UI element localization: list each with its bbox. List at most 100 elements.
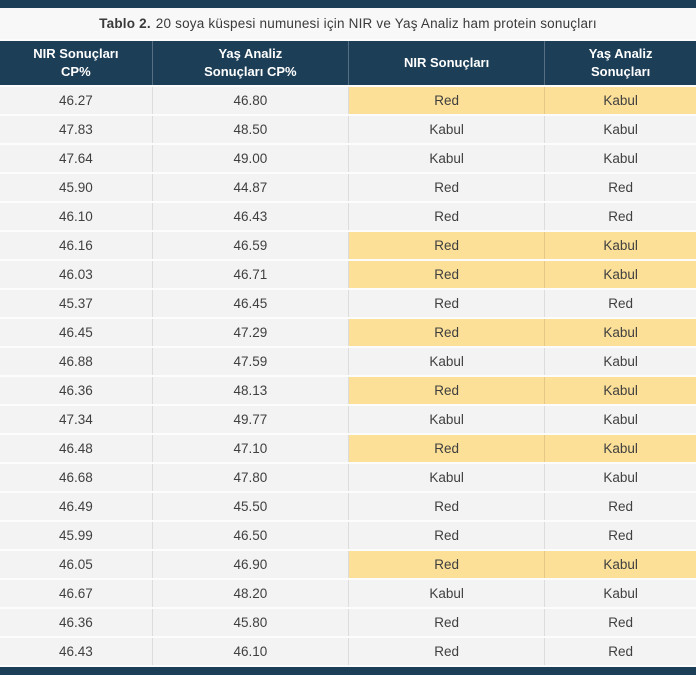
table-row: 45.37 46.45 Red Red — [0, 290, 696, 317]
nir-cp-cell: 46.67 — [0, 580, 152, 607]
nir-result-cell: Kabul — [347, 145, 545, 172]
nir-cp-cell: 47.64 — [0, 145, 152, 172]
wet-cp-cell: 46.43 — [151, 203, 348, 230]
nir-cp-cell: 45.37 — [0, 290, 152, 317]
wet-cp-cell: 44.87 — [151, 174, 348, 201]
table-row: 46.16 46.59 Red Kabul — [0, 232, 696, 259]
nir-cp-cell: 46.45 — [0, 319, 152, 346]
header-row: NIR Sonuçları CP% Yaş Analiz Sonuçları CP%… — [0, 41, 696, 85]
nir-cp-cell: 46.48 — [0, 435, 152, 462]
nir-result-cell: Kabul — [347, 116, 545, 143]
nir-cp-cell: 47.34 — [0, 406, 152, 433]
wet-result-cell: Red — [544, 522, 696, 549]
table-title-label: Tablo 2. — [99, 16, 151, 31]
table-row: 46.03 46.71 Red Kabul — [0, 261, 696, 288]
nir-cp-cell: 46.36 — [0, 609, 152, 636]
wet-cp-cell: 48.20 — [151, 580, 348, 607]
wet-result-cell: Kabul — [544, 464, 696, 491]
wet-result-cell: Kabul — [544, 319, 696, 346]
wet-result-cell: Kabul — [544, 348, 696, 375]
wet-cp-cell: 47.80 — [151, 464, 348, 491]
table-row: 46.27 46.80 Red Kabul — [0, 87, 696, 114]
table-row: 46.10 46.43 Red Red — [0, 203, 696, 230]
results-table: NIR Sonuçları CP% Yaş Analiz Sonuçları CP%… — [0, 39, 696, 667]
nir-result-cell: Red — [347, 522, 545, 549]
nir-result-cell: Red — [347, 87, 545, 114]
wet-result-cell: Red — [544, 493, 696, 520]
wet-cp-cell: 45.50 — [151, 493, 348, 520]
wet-cp-cell: 46.59 — [151, 232, 348, 259]
wet-result-cell: Kabul — [544, 580, 696, 607]
nir-result-cell: Red — [347, 203, 545, 230]
column-header-nir-cp: NIR Sonuçları CP% — [0, 41, 152, 85]
nir-cp-cell: 46.36 — [0, 377, 152, 404]
wet-result-cell: Kabul — [544, 435, 696, 462]
wet-result-cell: Kabul — [544, 87, 696, 114]
table-row: 46.05 46.90 Red Kabul — [0, 551, 696, 578]
table-row: 46.48 47.10 Red Kabul — [0, 435, 696, 462]
column-header-line: CP% — [61, 64, 91, 79]
nir-cp-cell: 46.88 — [0, 348, 152, 375]
nir-result-cell: Kabul — [347, 580, 545, 607]
nir-result-cell: Red — [347, 638, 545, 665]
nir-result-cell: Red — [347, 290, 545, 317]
nir-result-cell: Red — [347, 493, 545, 520]
wet-cp-cell: 49.77 — [151, 406, 348, 433]
table-title-text: 20 soya küspesi numunesi için NIR ve Yaş… — [155, 16, 597, 31]
table-row: 46.43 46.10 Red Red — [0, 638, 696, 665]
wet-cp-cell: 47.29 — [151, 319, 348, 346]
nir-cp-cell: 46.43 — [0, 638, 152, 665]
nir-result-cell: Red — [347, 435, 545, 462]
nir-result-cell: Red — [347, 261, 545, 288]
wet-result-cell: Red — [544, 203, 696, 230]
wet-result-cell: Red — [544, 609, 696, 636]
wet-cp-cell: 46.80 — [151, 87, 348, 114]
column-header-line: Sonuçları — [591, 64, 651, 79]
table-row: 46.49 45.50 Red Red — [0, 493, 696, 520]
nir-result-cell: Kabul — [347, 464, 545, 491]
nir-cp-cell: 46.68 — [0, 464, 152, 491]
table-row: 46.36 45.80 Red Red — [0, 609, 696, 636]
wet-result-cell: Kabul — [544, 261, 696, 288]
column-header-nir-result: NIR Sonuçları — [347, 41, 545, 85]
column-header-wet-cp: Yaş Analiz Sonuçları CP% — [151, 41, 348, 85]
table-row: 46.36 48.13 Red Kabul — [0, 377, 696, 404]
nir-cp-cell: 45.90 — [0, 174, 152, 201]
column-header-line: Yaş Analiz — [588, 45, 653, 61]
wet-cp-cell: 49.00 — [151, 145, 348, 172]
nir-cp-cell: 47.83 — [0, 116, 152, 143]
nir-result-cell: Red — [347, 319, 545, 346]
table-row: 46.68 47.80 Kabul Kabul — [0, 464, 696, 491]
nir-result-cell: Red — [347, 232, 545, 259]
nir-cp-cell: 46.27 — [0, 87, 152, 114]
nir-cp-cell: 46.03 — [0, 261, 152, 288]
nir-result-cell: Red — [347, 551, 545, 578]
table-row: 47.64 49.00 Kabul Kabul — [0, 145, 696, 172]
column-header-line: Yaş Analiz — [218, 45, 283, 61]
nir-cp-cell: 46.05 — [0, 551, 152, 578]
table-row: 45.99 46.50 Red Red — [0, 522, 696, 549]
nir-cp-cell: 46.49 — [0, 493, 152, 520]
table-row: 45.90 44.87 Red Red — [0, 174, 696, 201]
top-accent-bar — [0, 0, 696, 8]
table-row: 46.45 47.29 Red Kabul — [0, 319, 696, 346]
nir-result-cell: Kabul — [347, 406, 545, 433]
wet-result-cell: Kabul — [544, 406, 696, 433]
nir-cp-cell: 46.10 — [0, 203, 152, 230]
wet-cp-cell: 48.13 — [151, 377, 348, 404]
nir-result-cell: Red — [347, 174, 545, 201]
wet-cp-cell: 46.10 — [151, 638, 348, 665]
table-title: Tablo 2. 20 soya küspesi numunesi için N… — [0, 8, 696, 39]
wet-cp-cell: 47.10 — [151, 435, 348, 462]
wet-cp-cell: 46.50 — [151, 522, 348, 549]
nir-result-cell: Red — [347, 609, 545, 636]
wet-result-cell: Kabul — [544, 551, 696, 578]
nir-result-cell: Kabul — [347, 348, 545, 375]
wet-result-cell: Kabul — [544, 145, 696, 172]
wet-cp-cell: 46.90 — [151, 551, 348, 578]
wet-cp-cell: 45.80 — [151, 609, 348, 636]
table-header: NIR Sonuçları CP% Yaş Analiz Sonuçları CP%… — [0, 41, 696, 85]
nir-result-cell: Red — [347, 377, 545, 404]
table-row: 47.83 48.50 Kabul Kabul — [0, 116, 696, 143]
